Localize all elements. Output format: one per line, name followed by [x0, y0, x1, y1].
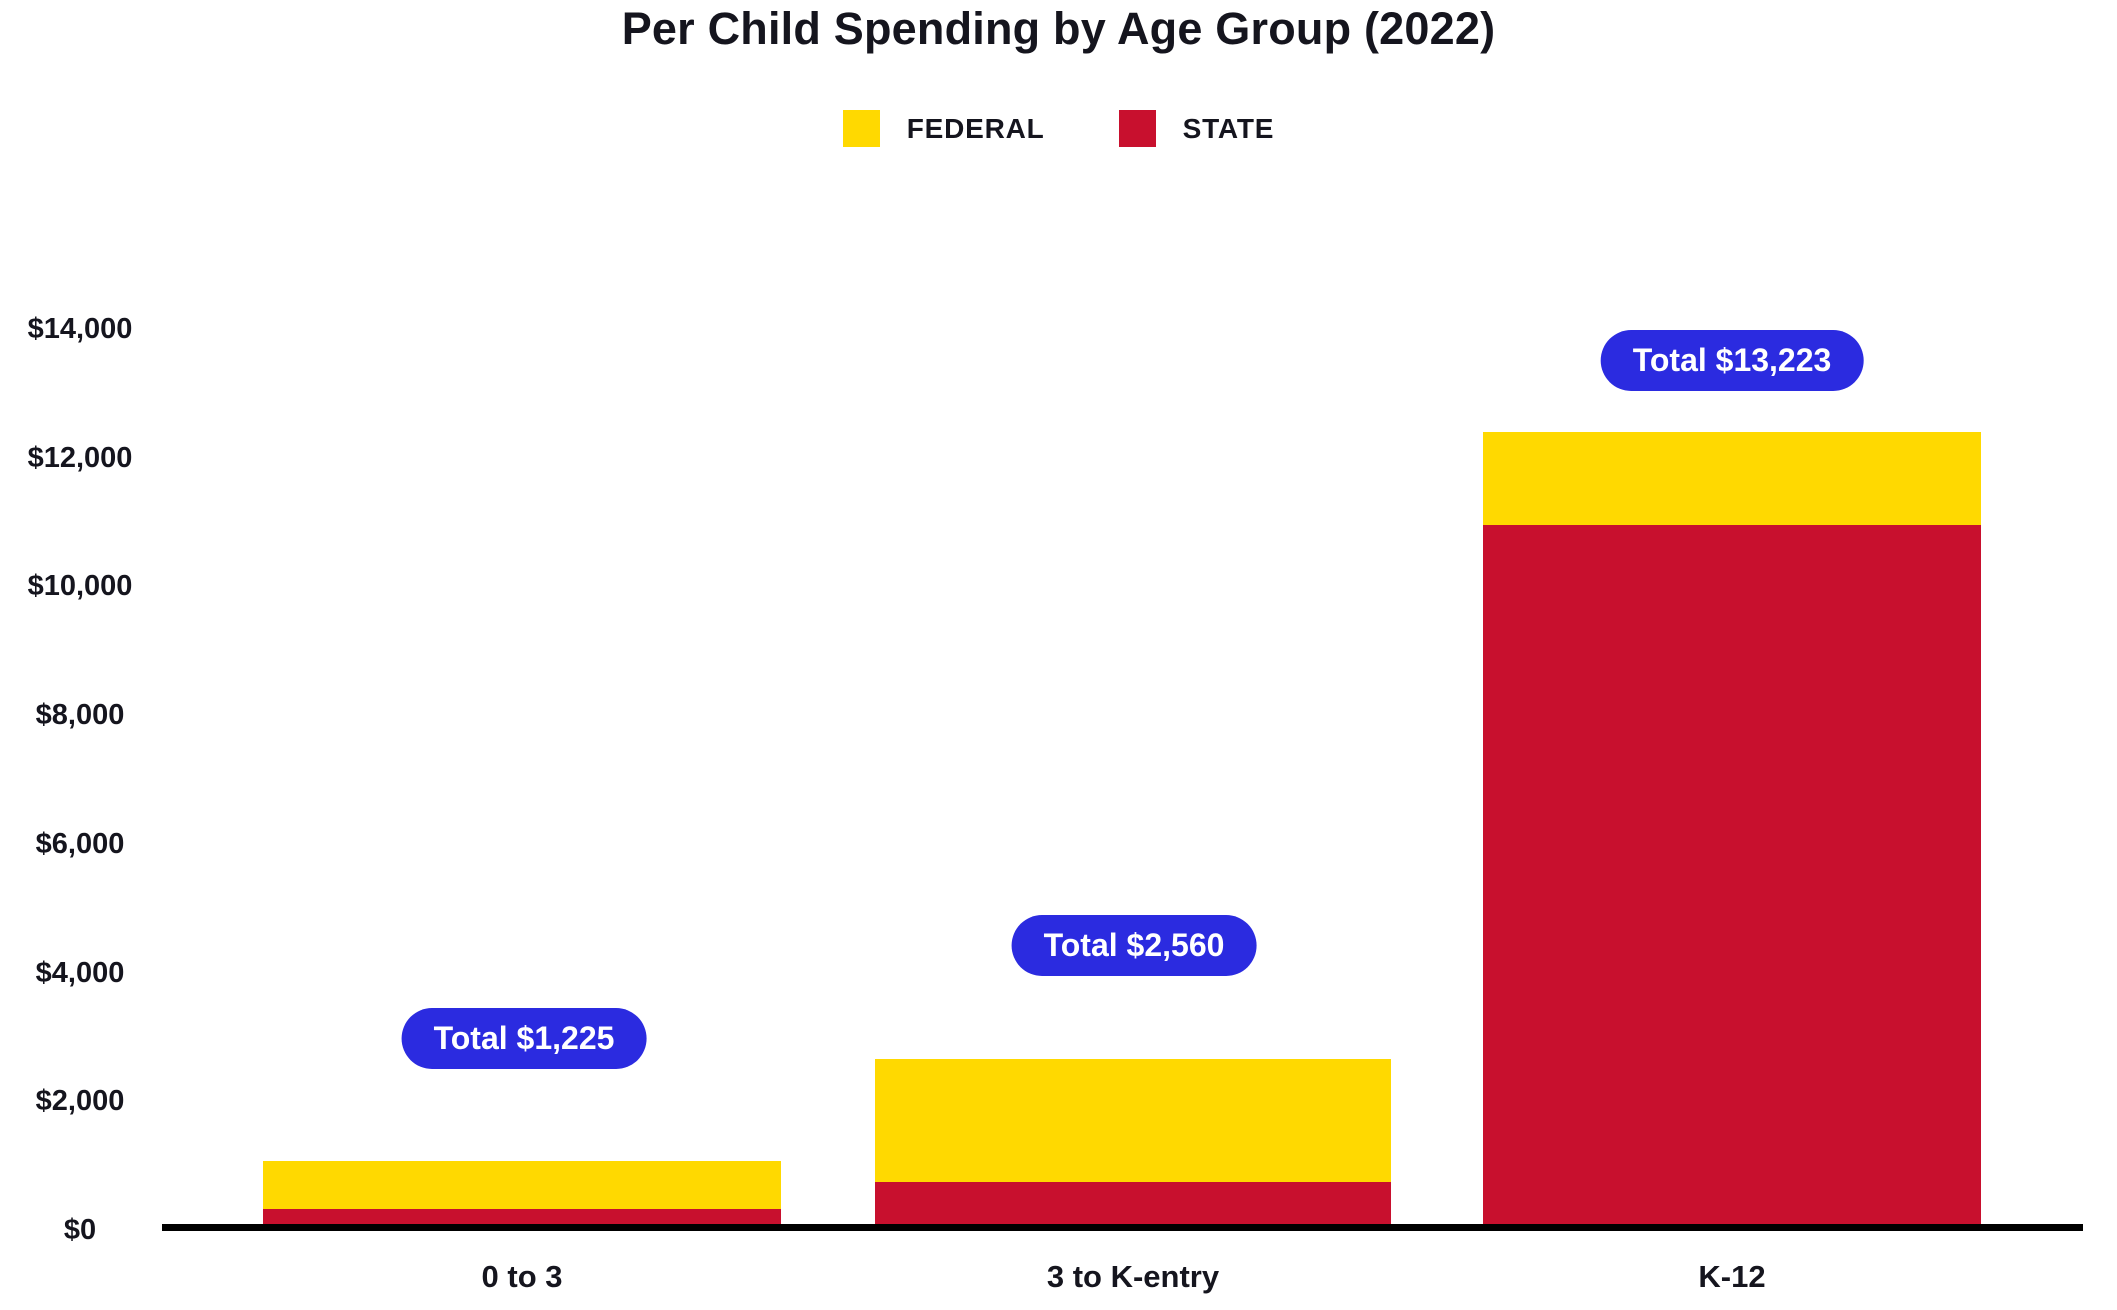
chart-title: Per Child Spending by Age Group (2022)	[621, 3, 1496, 54]
category-label: 0 to 3	[481, 1259, 563, 1294]
bar-segment-federal	[1483, 431, 1981, 526]
category-label: K-12	[1698, 1259, 1766, 1294]
legend-item-state: STATE	[1118, 110, 1275, 147]
legend-label-state: STATE	[1182, 112, 1275, 144]
total-badge: Total $2,560	[1011, 915, 1257, 976]
y-axis-tick-label: $0	[63, 1214, 97, 1246]
category-label: 3 to K-entry	[1046, 1259, 1220, 1294]
legend-label-federal: FEDERAL	[906, 112, 1045, 144]
y-axis-tick-label: $14,000	[27, 313, 133, 345]
federal-swatch	[842, 110, 880, 147]
bar-segment-state	[1483, 525, 1981, 1230]
y-axis-tick-label: $12,000	[27, 441, 133, 474]
legend: FEDERAL STATE	[0, 110, 2117, 147]
total-badge: Total $13,223	[1600, 330, 1864, 391]
bar-segment-federal	[875, 1059, 1391, 1182]
legend-item-federal: FEDERAL	[842, 110, 1045, 147]
y-axis-tick-label: $4,000	[35, 956, 125, 989]
bar-segment-state	[875, 1181, 1391, 1230]
y-axis-tick-label: $8,000	[35, 699, 125, 732]
total-badge: Total $1,225	[401, 1008, 647, 1069]
y-axis-tick-label: $2,000	[35, 1085, 125, 1118]
y-axis-tick-label: $6,000	[35, 827, 125, 860]
state-swatch	[1118, 110, 1156, 147]
x-axis-line	[162, 1224, 2083, 1231]
bar-segment-federal	[263, 1160, 781, 1210]
y-axis-tick-label: $10,000	[27, 570, 133, 603]
